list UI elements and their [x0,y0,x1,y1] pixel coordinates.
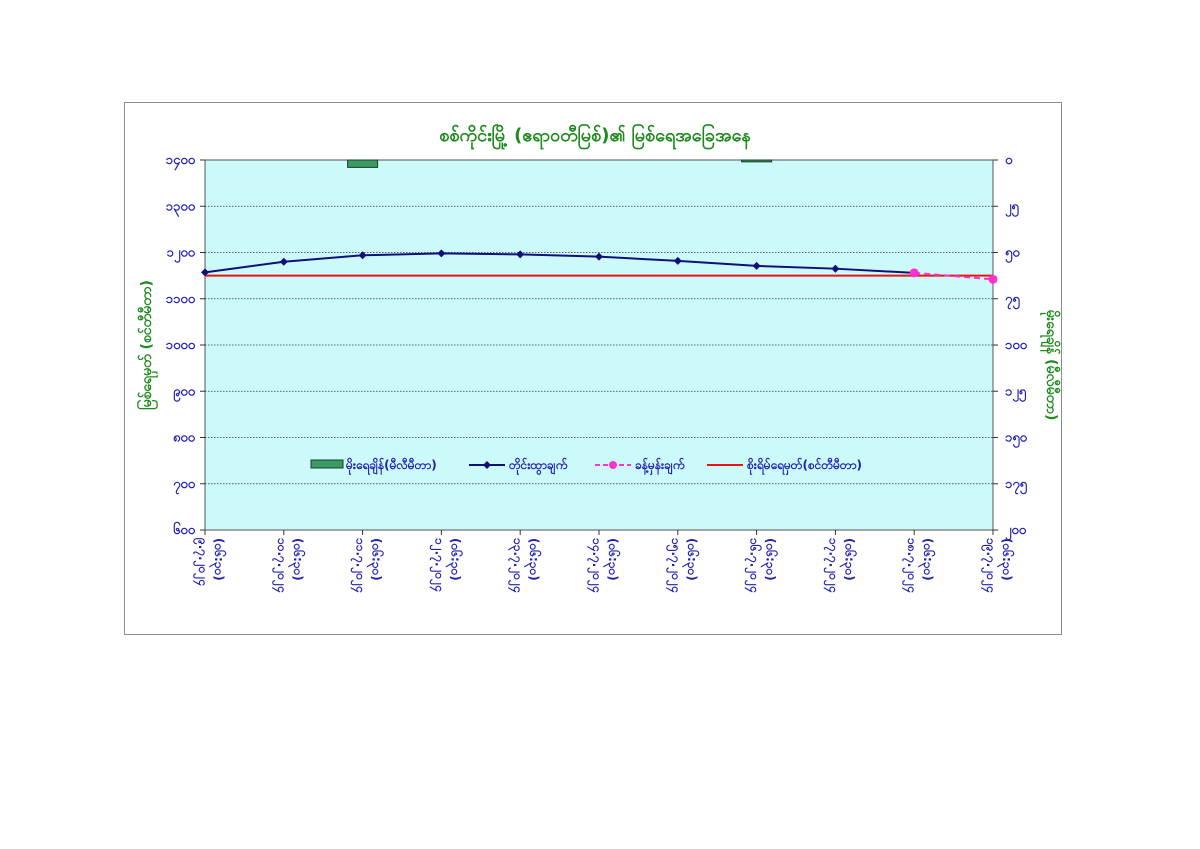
x-tick-label: ၁၁.၇.၂၀၂၄ (၀၆:၃၀) [350,538,386,593]
x-tick-time: (၀၆:၃၀) [523,538,543,581]
x-tick-label: ၁၅.၇.၂၀၂၄ (၀၆:၃၀) [665,538,701,593]
grid-lines [205,205,993,485]
level-point [437,249,446,258]
legend-marker-forecast [609,461,617,469]
left-tick-label: ၁၀၀၀ [166,338,196,353]
chart-frame: စစ်ကိုင်းမြို့ (ဧရာဝတီမြစ်)၏ မြစ်ရေအခြေအ… [124,102,1062,635]
x-tick-date: ၁၁.၇.၂၀၂၄ [350,538,368,593]
left-tick-label: ၉၀၀ [173,384,196,402]
right-tick-label: ၀ [1005,153,1013,168]
level-point [831,264,840,273]
left-tick-label: ၆၀၀ [173,521,196,538]
level-point [673,256,682,265]
x-tick-time: (၀၆:၃၀) [444,538,464,581]
legend-label-forecast: ခန့်မှန်းချက် [635,456,685,476]
x-tick-label: ၁၆.၇.၂၀၂၄ (၀၆:၃၀) [744,538,780,593]
right-tick-label: ၂၀၀ [1005,523,1027,541]
x-tick-label: ၉.၇.၂၀၂၄ (၀၆:၃၀) [192,537,228,586]
forecast-series-line [914,271,994,281]
x-tick-date: ၁၆.၇.၂၀၂၄ [744,538,764,593]
level-point [516,250,525,259]
left-tick-label: ၁၂၀၀ [167,246,196,264]
x-tick-date: ၁၀.၇.၂၀၂၄ [271,538,289,593]
legend-marker-level [483,461,491,469]
x-tick-date: ၁၉.၇.၂၀၂၄ [980,538,998,593]
x-tick-date: ၁၇.၇.၂၀၂၄ [822,538,840,593]
x-tick-label: ၁၇.၇.၂၀၂၄ (၀၆:၃၀) [822,538,858,593]
x-tick-time: (၀၆:၃၀) [602,538,622,581]
legend-label-warning: စိုးရိမ်ရေမှတ်(စင်တီမီတာ) [746,456,862,476]
x-tick-date: ၁၈.၇.၂၀၂၄ [901,538,919,593]
legend: မိုးရေချိန်(မီလီမီတာ) တိုင်းထွာချက် ခန့်မှ… [310,456,862,476]
x-tick-label: ၁၀.၇.၂၀၂၄ (၀၆:၃၀) [271,538,307,593]
x-tick-label: ၁၈.၇.၂၀၂၄ (၀၆:၃၀) [901,538,937,593]
forecast-point [988,274,998,284]
chart-svg: စစ်ကိုင်းမြို့ (ဧရာဝတီမြစ်)၏ မြစ်ရေအခြေအ… [137,123,1060,593]
x-tick-time: (၀၆:၃၀) [917,538,937,581]
x-tick-label: ၁၃.၇.၂၀၂၄ (၀၆:၃၀) [507,538,543,593]
level-point [279,257,288,266]
level-point [201,268,209,277]
series-lines [201,249,998,284]
x-tick-date: ၉.၇.၂၀၂၄ [192,537,210,586]
x-tick-label: ၁၄.၇.၂၀၂၄ (၀၆:၃၀) [586,538,622,593]
right-tick-label: ၁၇၅ [1005,477,1028,495]
rainfall-bars [347,159,773,168]
x-tick-date: ၁၅.၇.၂၀၂၄ [665,538,683,593]
x-tick-time: (၀၆:၃၀) [838,538,858,581]
left-tick-label: ၈၀၀ [173,431,196,446]
level-point [595,252,603,261]
x-tick-date: ၁၃.၇.၂၀၂၄ [507,538,525,593]
right-tick-label: ၅၀ [1005,246,1020,264]
x-tick-label: ၁၉.၇.၂၀၂၄ (၀၆:၃၀) [980,538,1016,593]
left-tick-label: ၁၁၀၀ [166,292,196,307]
right-tick-label: ၇၅ [1005,292,1020,310]
x-tick-date: ၁၂.၇.၂၀၂၄ [428,538,446,592]
rainfall-bar [741,159,773,163]
forecast-point [909,268,919,278]
level-point [358,251,367,260]
rainfall-bar [347,159,379,168]
x-tick-time: (၀၆:၃၀) [287,538,307,581]
x-tick-date: ၁၄.၇.၂၀၂၄ [586,538,604,593]
legend-swatch-rainfall [310,459,344,469]
left-tick-label: ၁၄၀၀ [166,153,196,171]
x-tick-time: (၀၆:၃၀) [681,538,701,581]
left-tick-label: ၁၃၀၀ [166,199,196,217]
right-tick-label: ၂၅ [1005,199,1019,217]
left-tick-label: ၇၀၀ [173,477,196,495]
legend-label-level: တိုင်းထွာချက် [508,456,568,476]
left-axis-title: မြစ်ရေမှတ် (စင်တီမီတာ) [137,280,158,410]
x-tick-label: ၁၂.၇.၂၀၂၄ (၀၆:၃၀) [428,538,464,592]
right-axis-title: မိုးရေချိန် (မီလီမီတာ) [1040,310,1060,421]
right-tick-label: ၁၂၅ [1005,384,1027,402]
level-series-line [204,252,915,274]
right-tick-label: ၁၀၀ [1005,338,1028,353]
level-point [752,261,761,270]
x-tick-time: (၀၆:၃၀) [208,538,228,581]
x-tick-time: (၀၆:၃၀) [996,538,1016,581]
x-tick-time: (၀၆:၃၀) [366,538,386,581]
legend-label-rainfall: မိုးရေချိန်(မီလီမီတာ) [345,456,437,476]
right-tick-label: ၁၅၀ [1005,431,1028,449]
chart-title: စစ်ကိုင်းမြို့ (ဧရာဝတီမြစ်)၏ မြစ်ရေအခြေအ… [439,123,751,150]
x-tick-time: (၀၆:၃၀) [760,538,780,581]
x-axis-ticks: ၉.၇.၂၀၂၄ (၀၆:၃၀) ၁၀.၇.၂၀၂၄ (၀၆:၃၀) ၁၁.၇.၂၀၂၄… [192,530,1016,593]
